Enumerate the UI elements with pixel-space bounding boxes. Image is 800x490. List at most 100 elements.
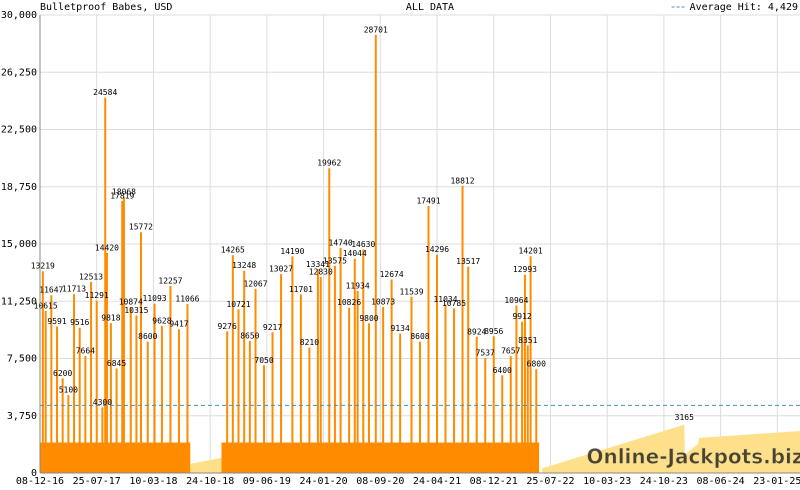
value-label: 14740	[329, 238, 353, 247]
bar	[226, 331, 229, 473]
value-label: 17819	[110, 191, 134, 200]
value-label: 10873	[371, 298, 395, 307]
value-label: 9818	[101, 314, 120, 323]
bar	[427, 205, 430, 473]
x-tick-label: 24-10-18	[186, 476, 234, 487]
value-label: 9134	[391, 324, 410, 333]
value-label: 7050	[254, 356, 273, 365]
value-label: 6400	[493, 366, 512, 375]
bar	[356, 290, 359, 473]
bar	[67, 395, 70, 473]
bar	[328, 168, 331, 473]
value-label: 11093	[143, 294, 167, 303]
value-label: 14044	[343, 249, 367, 258]
value-label: 12674	[380, 270, 404, 279]
bar	[95, 300, 98, 473]
y-tick-label: 26,250	[1, 67, 37, 78]
bar	[367, 323, 370, 473]
bar	[526, 345, 529, 473]
bar	[78, 327, 81, 473]
value-label: 9800	[359, 314, 378, 323]
y-tick-label: 22,500	[1, 125, 37, 136]
value-label: 7537	[476, 348, 495, 357]
value-label: 9217	[263, 323, 282, 332]
y-tick-label: 3,750	[7, 411, 37, 422]
value-label: 28701	[364, 25, 388, 34]
value-label: 12993	[513, 265, 537, 274]
bar	[243, 270, 246, 473]
x-tick-label: 25-07-17	[73, 476, 121, 487]
bar	[501, 375, 504, 473]
bar	[453, 308, 456, 473]
bar	[248, 340, 251, 473]
value-label: 13219	[31, 262, 55, 271]
bar	[237, 309, 240, 473]
bar	[122, 197, 125, 473]
bar	[73, 294, 76, 473]
bar	[410, 296, 413, 473]
bar	[382, 307, 385, 473]
value-label: 14190	[280, 247, 304, 256]
value-label: 18812	[450, 176, 474, 185]
bar	[515, 305, 518, 473]
value-label: 8956	[484, 327, 503, 336]
x-tick-label: 25-07-22	[526, 476, 574, 487]
y-tick-label: 15,000	[1, 239, 37, 250]
bar	[390, 279, 393, 473]
bar	[419, 341, 421, 473]
bar	[353, 258, 356, 473]
bar	[316, 269, 319, 473]
value-label: 13575	[323, 256, 347, 265]
value-label: 11034	[433, 295, 457, 304]
value-label: 9516	[70, 318, 89, 327]
bar	[475, 336, 478, 473]
value-label: 11539	[399, 287, 423, 296]
value-label: 8608	[410, 332, 429, 341]
value-label: 9628	[152, 317, 171, 326]
x-tick-label: 24-04-21	[413, 476, 461, 487]
value-label: 19962	[317, 159, 341, 168]
bar	[105, 252, 108, 473]
x-tick-label: 24-10-23	[640, 476, 688, 487]
bar	[231, 255, 234, 473]
bar	[263, 365, 266, 473]
value-label: 8600	[138, 332, 157, 341]
x-tick-label: 10-03-23	[583, 476, 631, 487]
area	[40, 442, 191, 473]
bar	[308, 347, 311, 473]
value-label: 6800	[527, 360, 546, 369]
value-label: 15772	[129, 223, 153, 232]
value-label: 11713	[62, 285, 86, 294]
value-label: 9591	[47, 317, 66, 326]
bar	[509, 356, 512, 473]
bar	[348, 307, 351, 473]
bar	[186, 304, 189, 473]
bar	[529, 256, 532, 473]
value-label: 24584	[93, 88, 117, 97]
bar	[333, 265, 336, 473]
value-label: 13248	[232, 261, 256, 270]
value-label: 9912	[512, 312, 531, 321]
bar	[153, 303, 156, 473]
value-label: 14420	[95, 243, 119, 252]
value-label: 12513	[79, 272, 103, 281]
x-tick-label: 23-01-25	[753, 476, 800, 487]
value-label: 11934	[346, 281, 370, 290]
bar	[115, 368, 118, 473]
area	[190, 457, 222, 473]
value-label: 11647	[39, 286, 63, 295]
bar	[109, 323, 112, 473]
value-label: 8924	[467, 327, 486, 336]
bar	[177, 329, 180, 473]
bar	[135, 315, 138, 473]
value-label: 6845	[107, 359, 126, 368]
chart-subtitle: ALL DATA	[406, 2, 454, 13]
y-tick-label: 18,750	[1, 182, 37, 193]
bar	[44, 310, 47, 473]
value-label: 8210	[300, 338, 319, 347]
value-label: 12830	[309, 268, 333, 277]
value-label: 11291	[85, 291, 109, 300]
value-label: 12257	[158, 276, 182, 285]
bar	[101, 407, 104, 473]
